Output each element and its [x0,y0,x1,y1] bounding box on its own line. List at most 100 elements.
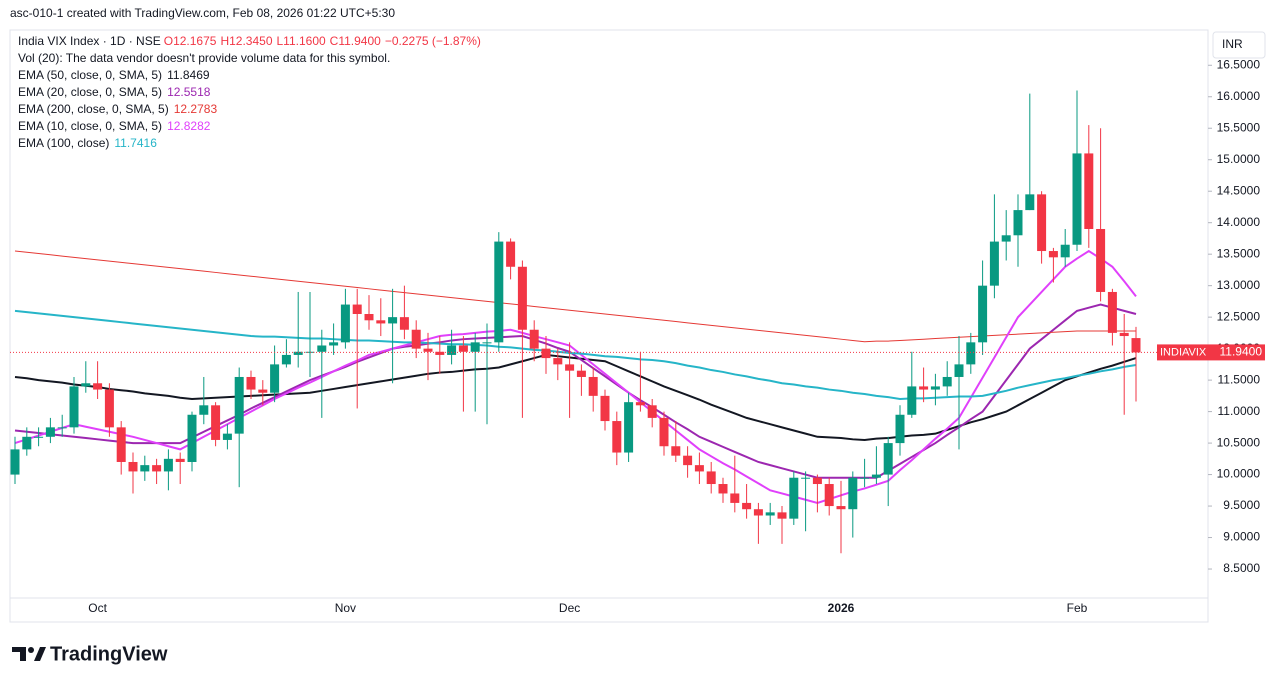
candle-body [742,502,752,510]
y-tick-label: 15.5000 [1217,120,1261,134]
brand: TradingView [50,643,168,665]
candle-body [1001,235,1011,242]
candle-body [683,455,693,466]
legend-ohlc: O12.1675 [164,34,217,48]
x-tick-label: Feb [1067,601,1088,615]
candle-body [541,348,551,359]
candle-body [1072,153,1082,245]
candle-body [376,320,386,324]
y-tick-label: 11.0000 [1218,404,1261,418]
price-tag-name: INDIAVIX [1160,346,1207,358]
legend-series: EMA (20, close, 0, SMA, 5) 12.5518 [18,85,211,99]
candle-body [942,376,952,387]
candle-body [635,402,645,406]
ema-line [14,303,1137,479]
candle-body [588,376,598,396]
ema-line [14,249,1137,504]
candle-body [553,358,563,365]
candle-body [848,477,858,510]
candle-body [860,477,870,479]
candle-body [517,266,527,330]
candle-body [435,351,445,355]
currency-box[interactable] [1212,31,1266,59]
legend-series-value: 12.5518 [167,85,211,99]
legend-series-name: EMA (50, close, 0, SMA, 5) [18,68,162,82]
x-tick-label: Nov [335,601,356,615]
candle-body [777,512,787,519]
candle-body [765,512,775,516]
candle-body [612,421,622,453]
candle-body [388,317,398,324]
x-tick-label: Oct [88,601,107,615]
legend-symbol: India VIX Index · 1D · NSE [18,34,161,48]
legend-series: EMA (10, close, 0, SMA, 5) 12.8282 [18,119,211,133]
ema-line [14,309,1137,401]
legend-ohlc: L11.1600 [277,34,326,48]
candle-body [352,304,362,314]
candle-body [317,345,327,352]
candle-body [694,465,704,472]
candle-body [57,427,67,429]
candle-body [81,383,91,387]
candle-body [340,304,350,343]
y-tick-label: 13.5000 [1217,246,1261,260]
candle-body [565,364,575,371]
y-tick-label: 15.0000 [1217,152,1261,166]
candle-body [1048,251,1058,258]
candle-body [1131,338,1141,353]
candle-body [812,477,822,485]
candle-body [600,395,610,422]
candle-body [824,484,834,507]
candle-body [718,484,728,494]
legend-series: EMA (200, close, 0, SMA, 5) 12.2783 [18,102,217,116]
candle-body [871,474,881,478]
y-tick-label: 13.0000 [1217,278,1261,292]
candle-body [163,458,173,472]
candle-body [895,414,905,444]
candle-body [659,417,669,447]
currency: INR [1222,37,1243,51]
candle-body [246,376,256,390]
legend-series: EMA (50, close, 0, SMA, 5) 11.8469 [18,68,210,82]
candle-body [329,342,339,346]
candle-body [258,389,268,393]
candle-body [1084,153,1094,229]
legend-volume: Vol (20): The data vendor doesn't provid… [18,51,390,65]
legend-series-name: EMA (20, close, 0, SMA, 5) [18,85,162,99]
legend-series: EMA (100, close) 11.7416 [18,136,157,150]
candle-body [10,449,20,475]
candle-body [423,348,433,352]
candle-body [789,477,799,519]
candle-body [1025,194,1035,211]
legend-symbol-line: India VIX Index · 1D · NSE O12.1675 H12.34… [18,34,481,48]
candle-body [364,314,374,321]
candle-body [978,285,988,343]
candle-body [576,370,586,377]
y-tick-label: 16.0000 [1217,89,1261,103]
candle-body [919,386,929,390]
candle-body [883,443,893,475]
y-tick-label: 14.0000 [1217,215,1261,229]
y-tick-label: 11.5000 [1218,372,1261,386]
candle-body [836,506,846,510]
x-tick-label: Dec [559,601,580,615]
candle-body [175,458,185,462]
candle-body [954,364,964,377]
y-tick-label: 8.5000 [1223,561,1260,575]
candle-body [187,414,197,462]
legend-series-name: EMA (10, close, 0, SMA, 5) [18,119,162,133]
x-tick-label: 2026 [828,601,855,615]
candle-body [281,354,291,365]
candle-body [482,342,492,344]
candle-body [470,342,480,352]
y-tick-label: 14.5000 [1217,183,1261,197]
legend-series-value: 12.2783 [174,102,218,116]
y-tick-label: 9.5000 [1223,498,1260,512]
candle-body [907,386,917,415]
candle-body [1107,291,1117,333]
candle-body [1096,228,1106,292]
candle-body [989,241,999,286]
header: asc-010-1 created with TradingView.com, … [10,6,395,20]
candle-body [1119,332,1129,337]
